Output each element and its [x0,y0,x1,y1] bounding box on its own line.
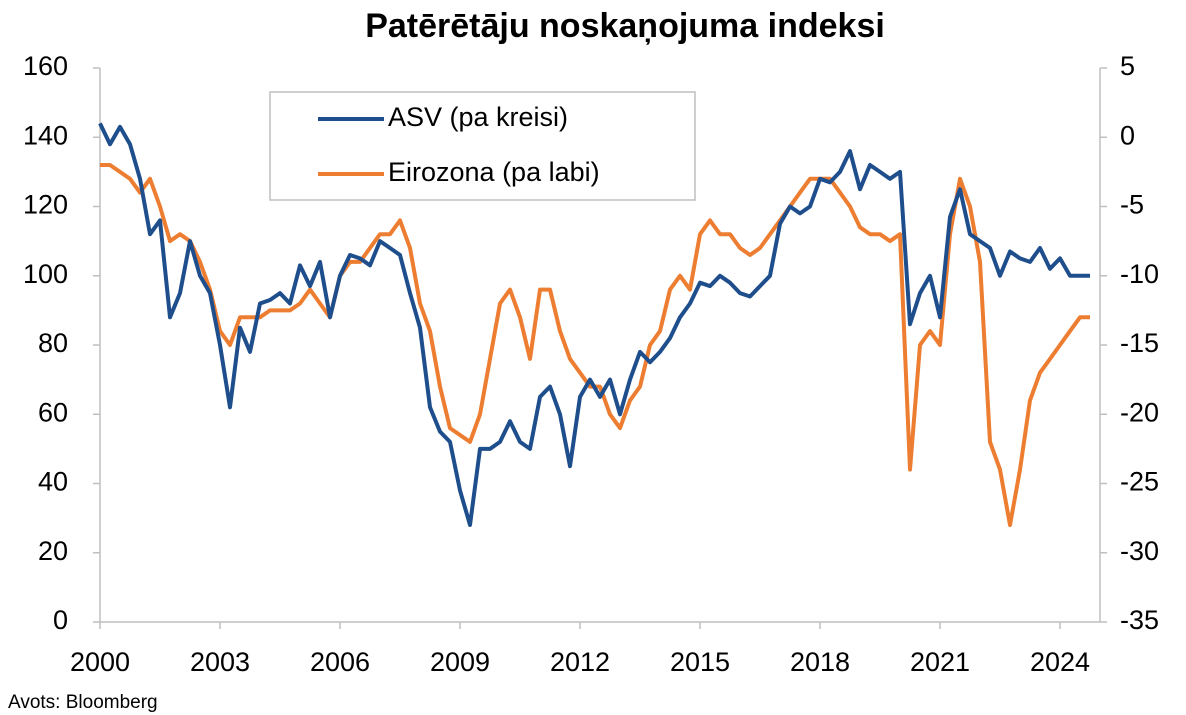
y2-tick-label: -10 [1120,259,1159,289]
x-tick-label: 2024 [1030,647,1090,677]
y-tick-label: 160 [23,51,68,81]
y-tick-label: 0 [53,605,68,635]
line [98,122,1090,527]
y-tick-label: 80 [38,328,68,358]
legend-box [269,91,696,201]
x-tick-label: 2000 [70,647,130,677]
y2-tick-label: -20 [1120,397,1159,427]
x-tick-label: 2003 [190,647,250,677]
y-tick-label: 120 [23,190,68,220]
x-tick-label: 2006 [310,647,370,677]
y-tick-label: 140 [23,120,68,150]
x-tick-label: 2021 [910,647,970,677]
y2-tick-label: 0 [1120,120,1135,150]
legend-label: Eirozona (pa labi) [388,157,600,187]
x-tick-label: 2012 [550,647,610,677]
y2-tick-label: -15 [1120,328,1159,358]
y2-tick-label: -25 [1120,467,1159,497]
y2-tick-label: -35 [1120,605,1159,635]
y-tick-label: 40 [38,467,68,497]
y2-tick-label: 5 [1120,51,1135,81]
y-tick-label: 100 [23,259,68,289]
x-tick-label: 2018 [790,647,850,677]
x-tick-label: 2015 [670,647,730,677]
y-tick-label: 60 [38,397,68,427]
y-tick-label: 20 [38,536,68,566]
y2-tick-label: -30 [1120,536,1159,566]
chart-title: Patērētāju noskaņojuma indeksi [365,7,885,45]
x-tick-label: 2009 [430,647,490,677]
legend-label: ASV (pa kreisi) [388,102,568,132]
source: Avots: Bloomberg [8,692,158,713]
y2-tick-label: -5 [1120,190,1144,220]
